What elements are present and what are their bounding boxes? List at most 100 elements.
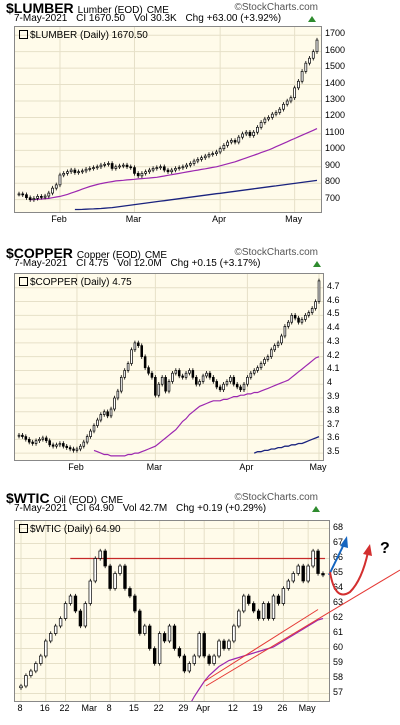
- moving-average-long-line: [253, 435, 320, 454]
- candle-body: [300, 71, 304, 82]
- candle-body: [152, 648, 157, 664]
- candle-body: [99, 164, 103, 168]
- candle-body: [92, 425, 96, 432]
- candle-body: [162, 633, 167, 642]
- candle-body: [54, 184, 58, 189]
- candle-body: [75, 448, 79, 451]
- candle-body: [102, 411, 106, 415]
- candle-body: [32, 198, 36, 201]
- copper-plot-area: $COPPER (Daily) 4.75: [14, 273, 324, 461]
- candle-body: [41, 437, 45, 440]
- candle-body: [69, 169, 73, 173]
- candle-body: [215, 381, 219, 388]
- candle-body: [123, 565, 127, 589]
- copper-header: 7-May-2021 CI 4.75 Vol 12.0M Chg +0.15 (…: [14, 258, 267, 269]
- candle-body: [62, 443, 65, 447]
- lumber-symbol: $LUMBER: [6, 0, 74, 16]
- y-tick-label: 61: [333, 626, 344, 637]
- candle-body: [130, 349, 133, 364]
- candle-body: [232, 625, 236, 642]
- x-tick-label: Mar: [125, 214, 142, 224]
- candle-body: [58, 443, 62, 446]
- candle-body: [108, 565, 112, 589]
- candle-body: [95, 166, 99, 169]
- copper-vol: Vol 12.0M: [117, 258, 162, 269]
- candle-body: [291, 573, 295, 582]
- candle-body: [49, 633, 53, 642]
- legend-box-icon: [19, 30, 28, 39]
- x-tick-label: Apr: [212, 214, 227, 224]
- candle-body: [88, 168, 92, 170]
- y-tick-label: 3.8: [327, 404, 340, 415]
- candle-body: [92, 167, 95, 169]
- candle-body: [185, 164, 188, 168]
- candle-body: [249, 372, 253, 378]
- candle-body: [73, 169, 77, 173]
- candle-body: [198, 381, 201, 385]
- copper-source-label[interactable]: ©StockCharts.com: [234, 247, 318, 258]
- candle-body: [274, 112, 278, 115]
- y-tick-label: 700: [325, 192, 341, 203]
- candle-body: [82, 441, 86, 447]
- candle-body: [55, 444, 58, 447]
- candle-body: [188, 163, 192, 166]
- wtic-source-label[interactable]: ©StockCharts.com: [234, 492, 318, 503]
- candle-body: [68, 447, 72, 450]
- x-tick-label: May: [309, 462, 327, 472]
- candle-body: [222, 383, 225, 391]
- candle-body: [256, 610, 261, 619]
- y-tick-label: 1200: [325, 110, 346, 121]
- candle-body: [24, 675, 28, 687]
- candle-body: [47, 192, 51, 197]
- candle-body: [65, 445, 69, 448]
- candle-body: [212, 655, 216, 664]
- x-tick-label: Feb: [68, 462, 84, 472]
- candle-body: [222, 145, 226, 150]
- candle-body: [77, 171, 80, 174]
- candle-body: [222, 640, 226, 649]
- wtic-legend: $WTIC (Daily) 64.90: [19, 524, 121, 535]
- candle-body: [133, 595, 137, 612]
- x-tick-label: 12: [227, 703, 238, 713]
- candle-body: [242, 595, 246, 612]
- lumber-date: 7-May-2021: [14, 13, 68, 24]
- candle-body: [51, 444, 55, 447]
- candle-body: [207, 655, 211, 664]
- copper-exchange: CME: [144, 250, 168, 261]
- moving-average-short-line: [93, 356, 320, 457]
- copper-legend: $COPPER (Daily) 4.75: [19, 277, 132, 288]
- x-tick-label: 19: [252, 703, 263, 713]
- y-tick-label: 4.4: [327, 322, 340, 333]
- candle-body: [150, 372, 154, 378]
- candle-body: [118, 565, 122, 574]
- candle-body: [177, 648, 182, 657]
- candle-body: [51, 187, 54, 194]
- candle-body: [106, 411, 109, 417]
- candle-body: [36, 196, 39, 199]
- candle-body: [256, 126, 259, 133]
- candle-body: [263, 118, 267, 123]
- candle-body: [290, 314, 294, 323]
- candle-body: [283, 326, 287, 337]
- lumber-source-label[interactable]: ©StockCharts.com: [234, 2, 318, 13]
- y-tick-label: 800: [325, 176, 341, 187]
- wtic-date: 7-May-2021: [14, 503, 68, 514]
- candle-body: [263, 359, 266, 364]
- candle-body: [140, 173, 144, 177]
- candle-body: [162, 166, 166, 171]
- candle-body: [203, 155, 207, 159]
- candle-body: [121, 164, 125, 167]
- candle-body: [98, 550, 102, 559]
- question-mark-annotation: ?: [380, 540, 390, 557]
- candle-body: [192, 655, 196, 664]
- candle-body: [17, 193, 21, 196]
- candle-body: [192, 160, 196, 164]
- candle-body: [252, 370, 256, 374]
- y-tick-label: 3.7: [327, 418, 340, 429]
- candle-body: [286, 580, 291, 589]
- copper-description: Copper (EOD): [76, 250, 141, 261]
- x-tick-label: Apr: [239, 462, 254, 472]
- candle-body: [58, 174, 62, 186]
- candle-body: [237, 136, 241, 143]
- candle-body: [281, 588, 286, 604]
